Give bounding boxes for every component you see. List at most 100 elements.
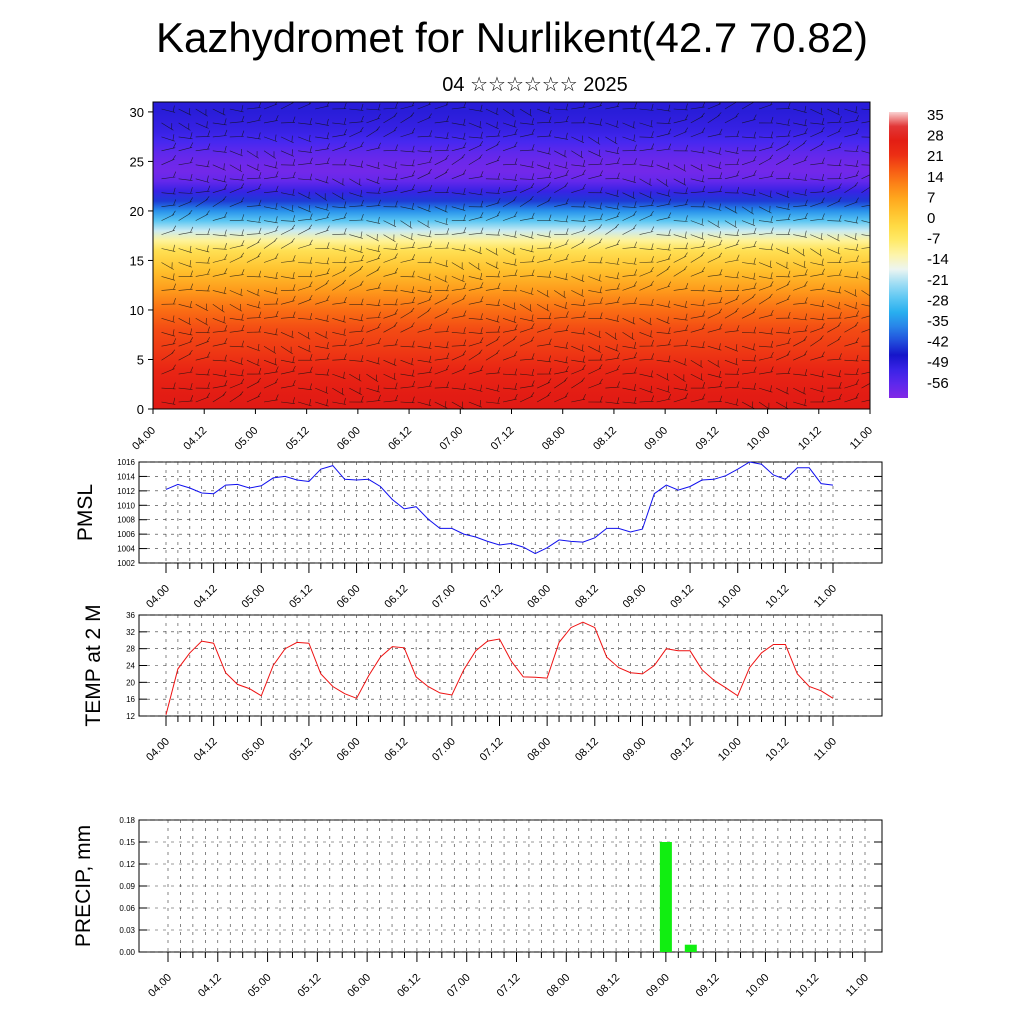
wind-barb (741, 136, 756, 139)
wind-barb (588, 175, 602, 180)
wind-barb (400, 247, 415, 249)
wind-barb-flag (428, 295, 433, 301)
wind-barb-flag (786, 350, 791, 356)
wind-barb-flag (668, 393, 672, 400)
wind-barb-flag (873, 323, 876, 328)
wind-barb-flag (700, 252, 705, 257)
wind-barb-flag (378, 103, 381, 110)
wind-barb-flag (718, 252, 723, 258)
wind-barb (178, 262, 192, 268)
wind-barb (844, 325, 857, 333)
wind-barb-flag (291, 330, 293, 338)
wind-barb (605, 262, 620, 265)
wind-barb (400, 276, 415, 278)
wind-barb (366, 327, 380, 333)
wind-barb-flag (463, 244, 466, 251)
wind-barb (178, 318, 192, 326)
wind-barb-flag (258, 114, 262, 121)
wind-barb-flag (257, 238, 261, 244)
x-tick-label: 08.00 (525, 583, 553, 611)
wind-barb-flag (497, 326, 501, 333)
wind-barb-flag (274, 378, 279, 384)
wind-barb-flag (240, 357, 243, 364)
wind-barb-flag (873, 394, 876, 399)
wind-barb (690, 254, 703, 263)
wind-barb (707, 290, 722, 293)
wind-barb (502, 189, 517, 193)
wind-barb (673, 359, 687, 366)
wind-barb (315, 345, 330, 349)
wind-barb-flag (753, 188, 756, 196)
wind-barb (468, 144, 482, 152)
wind-barb (724, 401, 739, 406)
wind-barb (451, 107, 466, 110)
wind-barb (758, 371, 773, 375)
wind-barb (673, 288, 688, 291)
plot-frame (138, 461, 883, 564)
wind-barb (434, 104, 449, 110)
wind-barb (434, 149, 449, 152)
wind-barb (451, 248, 466, 252)
colorbar-label: -21 (927, 272, 949, 289)
wind-barb-flag (753, 382, 756, 390)
wind-barb-flag (445, 154, 449, 160)
x-tick-label: 07.12 (478, 583, 506, 611)
wind-barb-flag (326, 132, 329, 139)
wind-barb-flag (513, 196, 517, 201)
wind-barb (758, 314, 773, 319)
wind-barb (315, 217, 329, 221)
wind-barb (178, 136, 193, 140)
wind-barb (605, 357, 620, 361)
wind-barb (690, 150, 705, 154)
wind-barb-flag (634, 241, 637, 248)
wind-barb-flag (753, 282, 757, 289)
wind-barb-flag (395, 102, 398, 109)
wind-barb-flag (497, 367, 501, 374)
wind-barb (417, 172, 431, 180)
wind-barb-flag (207, 256, 210, 264)
wind-barb-flag (616, 202, 619, 209)
wind-barb-flag (582, 344, 584, 351)
wind-barb (554, 330, 569, 333)
wind-barb-flag (873, 256, 875, 262)
wind-barb (861, 383, 870, 389)
wind-barb (588, 382, 602, 389)
wind-barb-flag (395, 339, 398, 346)
wind-barb (758, 262, 773, 268)
wind-barb-flag (463, 142, 467, 148)
wind-barb (178, 288, 193, 291)
wind-barb-flag (651, 256, 654, 263)
wind-barb-flag (446, 144, 450, 151)
wind-barb (315, 148, 330, 152)
wind-barb (315, 178, 329, 184)
wind-barb-flag (651, 160, 654, 167)
wind-barb-flag (787, 337, 791, 344)
wind-barb-flag (617, 283, 620, 290)
wind-barb (844, 315, 859, 319)
wind-barb (178, 353, 192, 361)
wind-barb (161, 318, 175, 323)
wind-barb-flag (702, 102, 706, 108)
wind-barb-flag (240, 288, 242, 296)
wind-barb-flag (207, 326, 210, 333)
wind-barb (588, 367, 602, 375)
wind-barb-flag (701, 127, 706, 133)
wind-barb (298, 318, 313, 320)
wind-barb (519, 275, 535, 277)
y-tick-label: 15 (130, 253, 144, 268)
wind-barb-flag (821, 117, 825, 125)
wind-barb-flag (872, 169, 875, 174)
wind-barb (280, 228, 294, 235)
wind-barb-flag (190, 132, 193, 139)
wind-barb-flag (480, 212, 484, 218)
wind-barb (810, 108, 824, 116)
wind-barb (468, 157, 481, 166)
wind-barb (434, 206, 448, 213)
wind-barb (349, 359, 364, 362)
wind-barb (400, 345, 415, 348)
wind-barb-flag (634, 341, 636, 349)
wind-barb-flag (514, 269, 518, 276)
wind-barb-flag (190, 187, 193, 194)
wind-barb (827, 304, 841, 310)
wind-barb-flag (531, 128, 535, 135)
